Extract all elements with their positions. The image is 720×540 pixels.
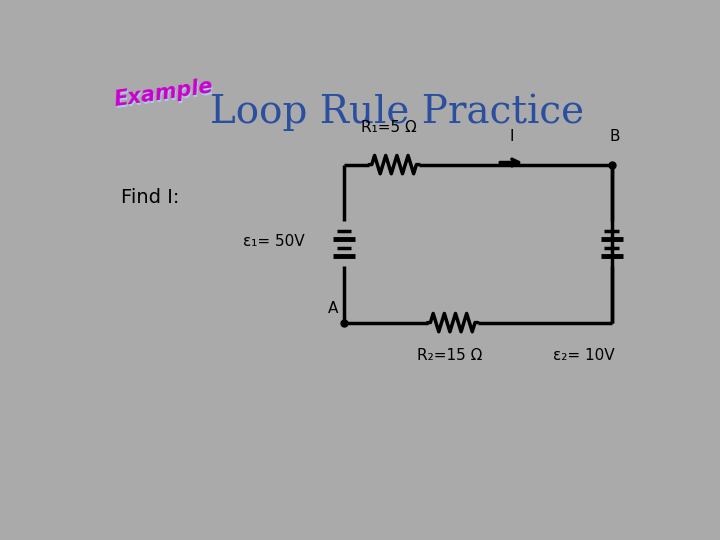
Text: Example: Example bbox=[114, 78, 216, 112]
Text: Example: Example bbox=[112, 76, 214, 110]
Text: ε₁= 50V: ε₁= 50V bbox=[243, 234, 305, 249]
Text: R₂=15 Ω: R₂=15 Ω bbox=[417, 348, 482, 362]
Text: Find I:: Find I: bbox=[121, 188, 179, 207]
Text: I: I bbox=[509, 129, 513, 144]
Text: R₁=5 Ω: R₁=5 Ω bbox=[361, 120, 416, 136]
Text: ε₂= 10V: ε₂= 10V bbox=[553, 348, 615, 362]
Text: Loop Rule Practice: Loop Rule Practice bbox=[210, 94, 584, 131]
Text: A: A bbox=[328, 301, 338, 315]
Text: B: B bbox=[609, 129, 620, 144]
